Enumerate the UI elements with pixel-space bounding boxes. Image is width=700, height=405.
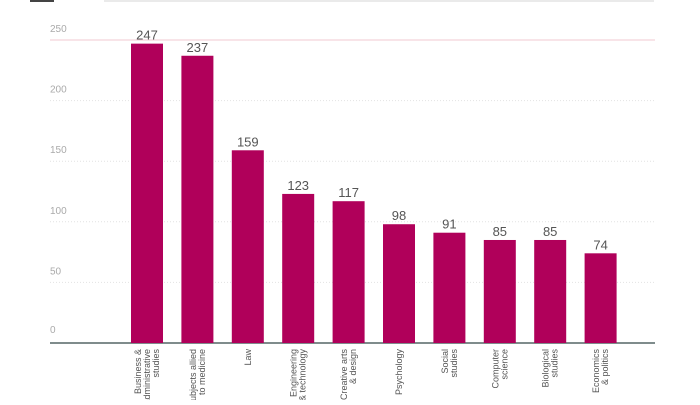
x-tick-label-line: Economics: [591, 349, 601, 394]
bar: [383, 224, 415, 343]
x-tick-label-line: & design: [348, 349, 358, 384]
y-tick-label: 250: [50, 24, 67, 35]
x-tick-label-line: administrative: [142, 349, 152, 400]
x-tick-label-line: studies: [449, 349, 459, 378]
x-tick-label-line: Computer: [490, 349, 500, 389]
x-tick-label: Biological studies: [541, 349, 560, 388]
header-bar-left: [30, 0, 54, 2]
x-tick-label-line: Business &: [133, 349, 143, 394]
y-tick-label: 50: [50, 266, 62, 277]
x-tick-label-line: Law: [243, 349, 253, 366]
data-label: 237: [187, 40, 209, 55]
x-tick-label: Creative arts & design: [339, 349, 358, 401]
bar: [282, 193, 315, 343]
x-tick-label: Law: [243, 349, 253, 366]
y-tick-label: 200: [50, 85, 67, 96]
y-tick-label: 100: [50, 206, 67, 217]
x-tick-label: Economics & politics: [591, 349, 610, 394]
x-tick-label-line: & technology: [298, 349, 308, 400]
bar: [181, 55, 214, 343]
x-tick-label-line: studies: [550, 349, 560, 378]
data-label: 247: [136, 28, 158, 43]
x-tick-label-line: to medicine: [197, 349, 207, 395]
bar: [231, 150, 264, 343]
x-tick-label-line: Subjects allied: [188, 349, 198, 400]
x-tick-label: Computer science: [490, 349, 509, 389]
data-label: 74: [593, 237, 607, 252]
data-label: 85: [493, 224, 507, 239]
x-tick-label-line: & politics: [600, 349, 610, 386]
y-tick-label: 0: [50, 325, 56, 336]
x-tick-label-line: Biological: [541, 349, 551, 388]
bar: [483, 239, 516, 343]
data-label: 159: [237, 134, 259, 149]
bar: [433, 232, 466, 343]
header-strip: [0, 0, 700, 4]
data-label: 85: [543, 224, 557, 239]
bar: [332, 201, 365, 343]
y-tick-label: 150: [50, 145, 67, 156]
x-tick-label: Psychology: [394, 349, 404, 396]
bar: [534, 239, 567, 343]
x-tick-label-line: studies: [151, 349, 161, 378]
x-tick-label-line: Engineering: [289, 349, 299, 397]
bar: [584, 253, 617, 343]
data-label: 123: [287, 178, 309, 193]
x-tick-label: Social studies: [440, 349, 459, 378]
x-tick-label: Engineering & technology: [289, 349, 308, 402]
x-tick-label: Subjects allied to medicine: [188, 349, 207, 405]
data-label: 91: [442, 217, 456, 232]
x-tick-label-line: Psychology: [394, 349, 404, 396]
x-tick-label-line: Social: [440, 349, 450, 374]
data-label: 117: [338, 185, 359, 200]
x-tick-label: Business & administrative studies: [133, 349, 161, 405]
bar: [131, 43, 163, 344]
header-bar-right: [104, 0, 654, 2]
data-label: 98: [392, 208, 406, 223]
x-tick-label-line: science: [499, 349, 509, 380]
x-tick-label-line: Creative arts: [339, 349, 349, 400]
